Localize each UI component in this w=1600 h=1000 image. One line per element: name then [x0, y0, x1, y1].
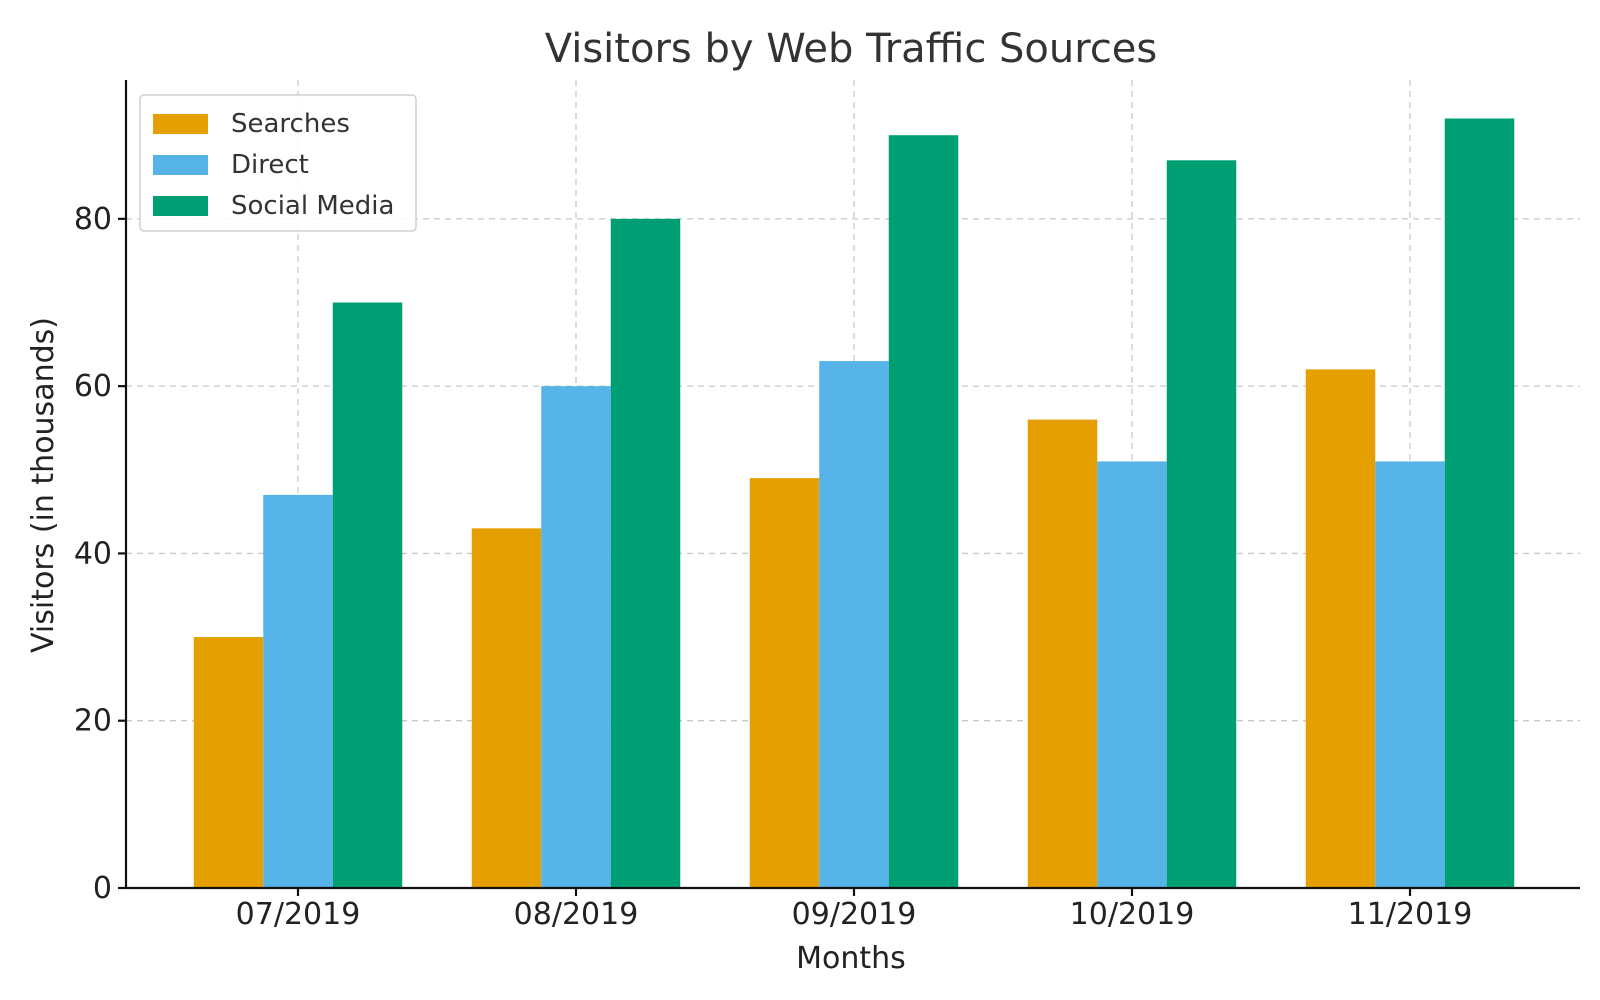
x-axis-label: Months	[796, 941, 906, 976]
bar-social-media-2	[610, 218, 681, 888]
legend-swatch-searches	[153, 114, 208, 134]
bar-searches-1	[193, 637, 264, 888]
bar-direct-4	[1097, 461, 1167, 888]
y-tick-label: 40	[74, 536, 112, 571]
tick-labels: 0 20 40 60 80 07/2019 08/2019 09/2019 10/2019 11/…	[74, 202, 1473, 932]
bar-direct-2	[541, 386, 611, 888]
x-tick-label: 09/2019	[792, 897, 917, 932]
bar-social-media-3	[888, 135, 959, 889]
legend: Searches Direct Social Media	[139, 94, 417, 232]
bar-direct-5	[1375, 461, 1445, 888]
y-tick-label: 20	[74, 704, 112, 739]
x-tick-label: 07/2019	[236, 897, 361, 932]
bar-direct-3	[819, 361, 889, 889]
bar-social-media-5	[1444, 118, 1515, 888]
chart-title: Visitors by Web Traffic Sources	[545, 26, 1158, 72]
bar-searches-3	[749, 478, 820, 888]
bar-searches-4	[1027, 419, 1098, 888]
legend-label-social-media: Social Media	[231, 191, 394, 221]
legend-label-direct: Direct	[231, 150, 309, 180]
x-tick-label: 08/2019	[514, 897, 639, 932]
x-tick-label: 11/2019	[1348, 897, 1473, 932]
y-axis-label: Visitors (in thousands)	[26, 317, 61, 653]
y-tick-label: 0	[93, 871, 112, 906]
bar-direct-1	[263, 494, 333, 888]
legend-box	[139, 94, 417, 232]
bar-searches-5	[1305, 369, 1376, 889]
legend-swatch-social-media	[153, 196, 208, 216]
bar-searches-2	[471, 528, 542, 888]
y-tick-label: 80	[74, 202, 112, 237]
bar-social-media-4	[1166, 160, 1237, 888]
x-tick-label: 10/2019	[1070, 897, 1195, 932]
y-tick-label: 60	[74, 369, 112, 404]
bars	[193, 118, 1515, 889]
legend-label-searches: Searches	[231, 109, 350, 139]
legend-swatch-direct	[153, 155, 208, 175]
bar-social-media-1	[332, 302, 403, 888]
